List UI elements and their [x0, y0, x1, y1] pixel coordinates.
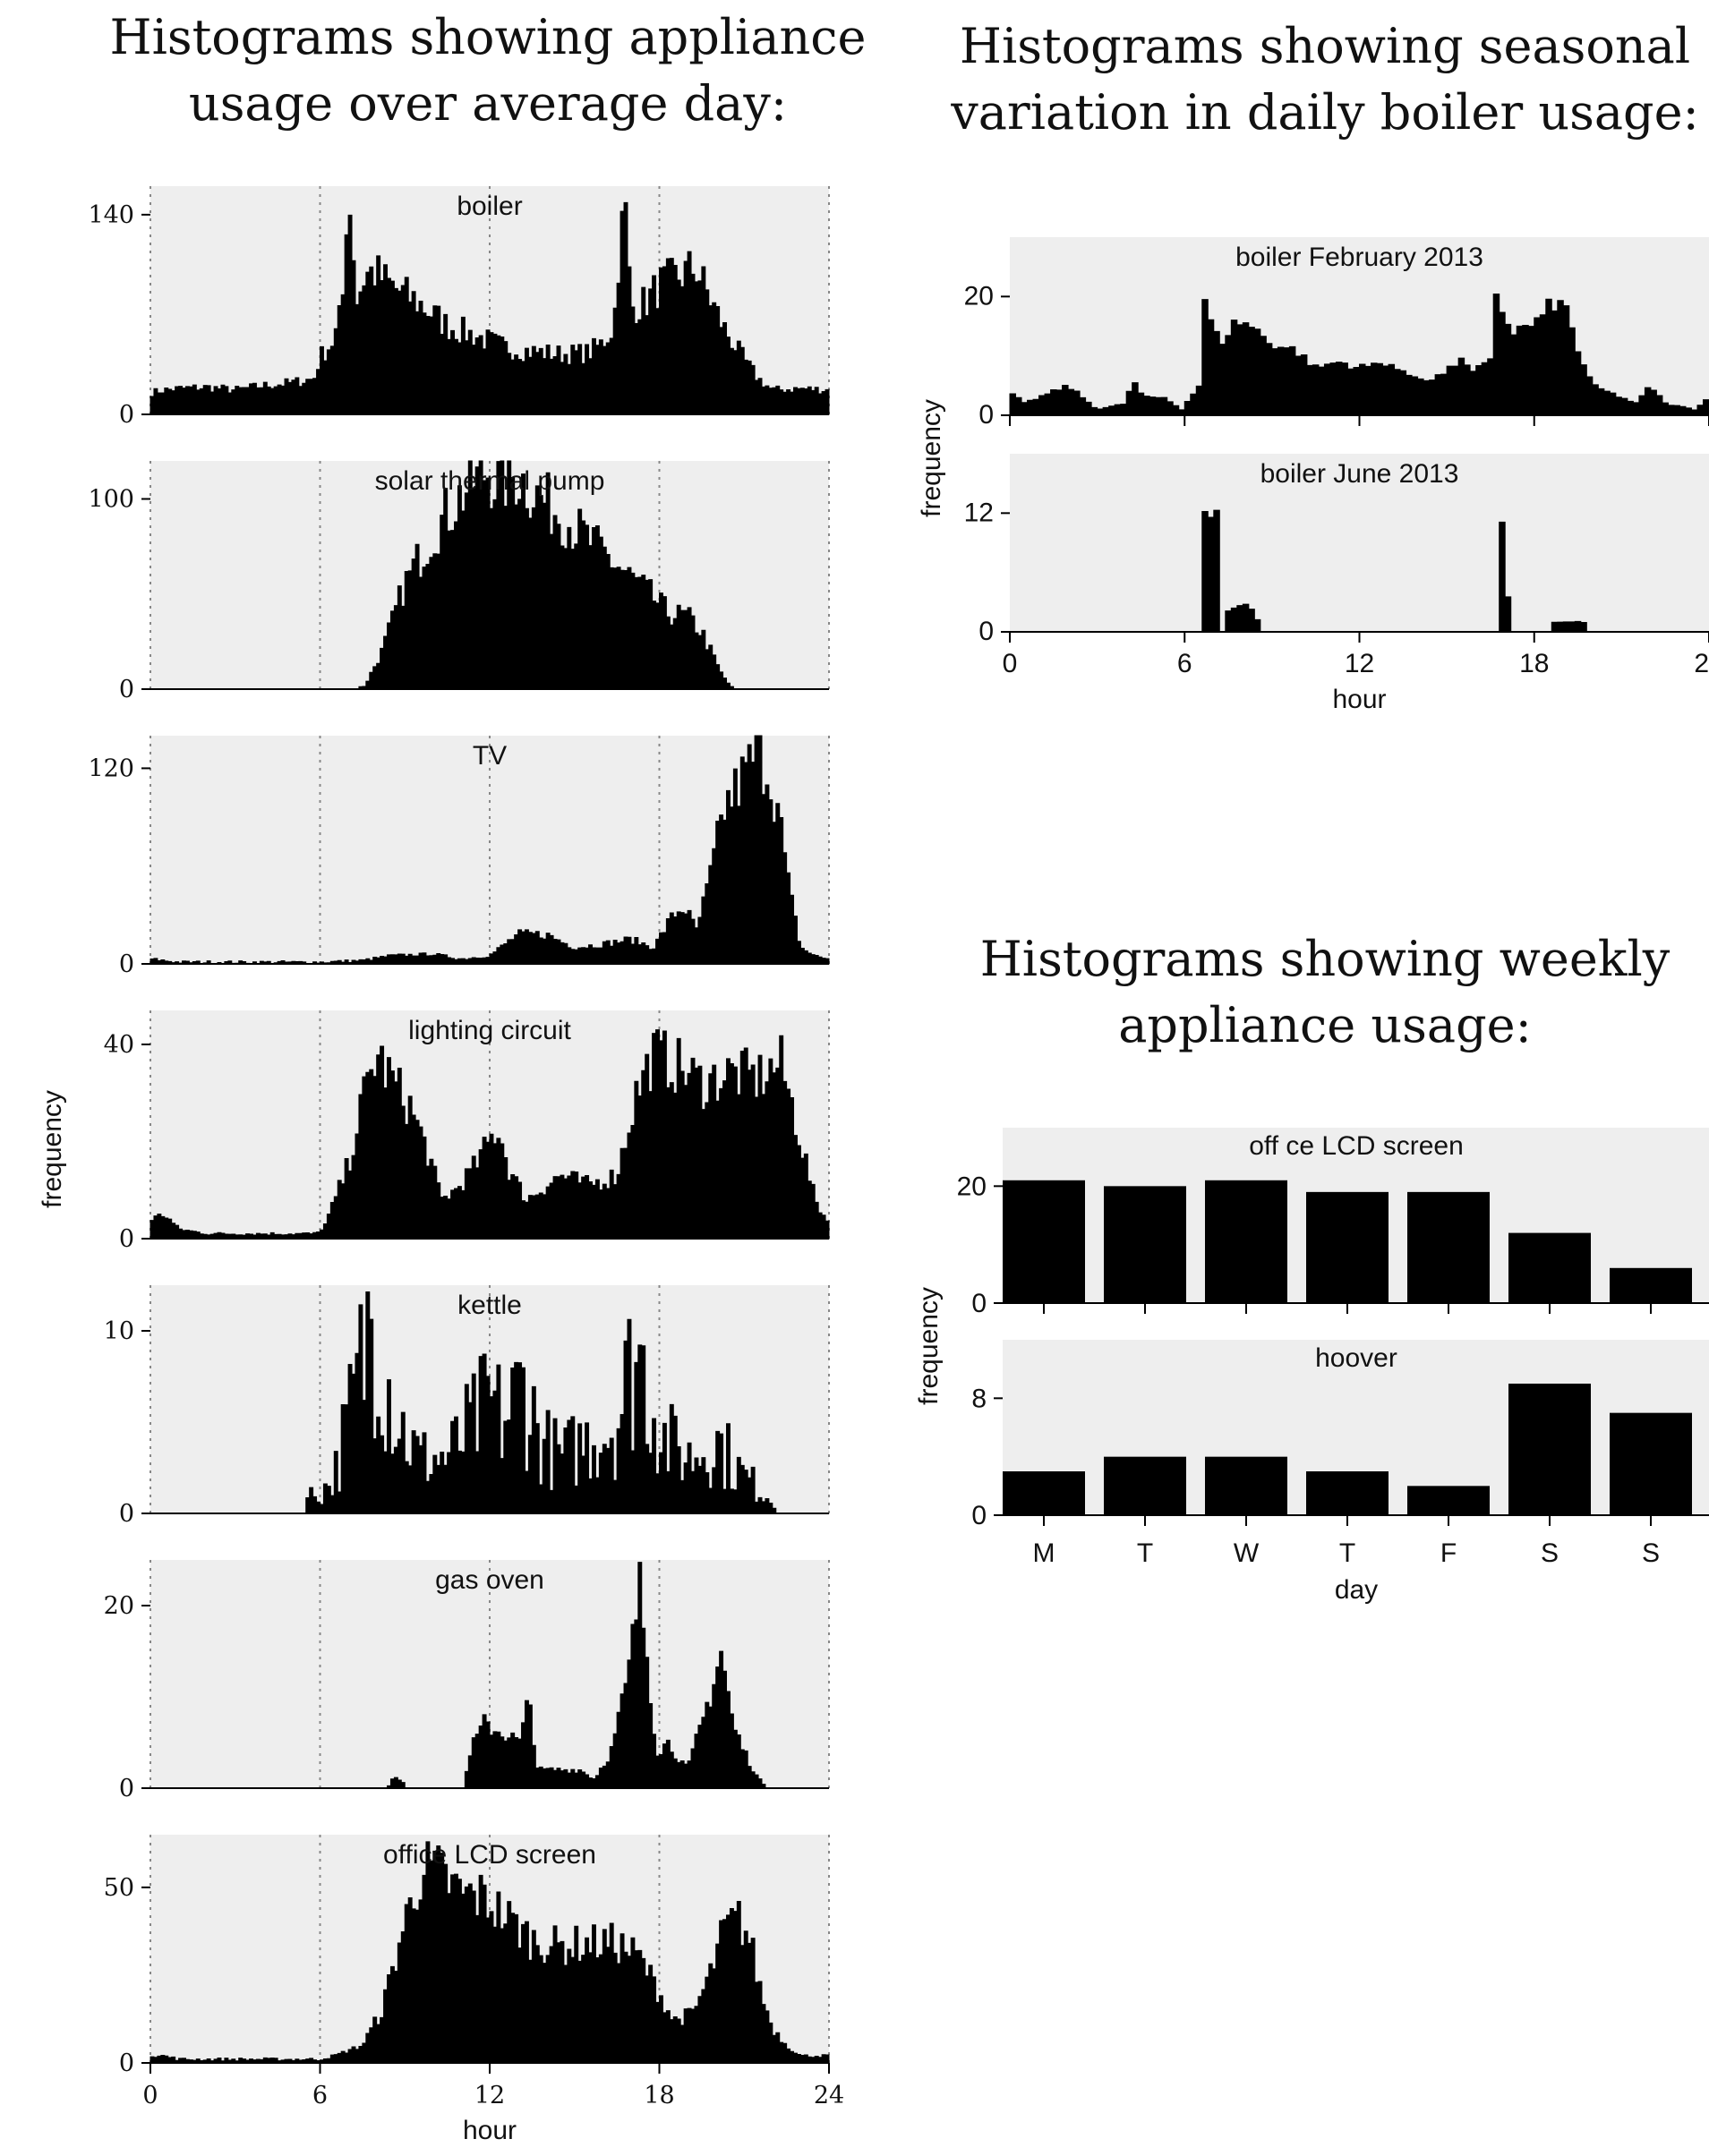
bar-off-ce-lcd-screen-7 — [1610, 1267, 1692, 1303]
ytick-label: 40 — [104, 1031, 134, 1059]
panel-title: off ce LCD screen — [1249, 1131, 1464, 1161]
ytick-label: 0 — [971, 1289, 987, 1318]
bar-off-ce-lcd-screen-2 — [1104, 1186, 1186, 1303]
bar-hoover-6 — [1508, 1384, 1591, 1515]
panel-title: lighting circuit — [408, 1016, 571, 1045]
ytick-label: 140 — [88, 201, 134, 229]
xtick-label: S — [1642, 1538, 1660, 1568]
panel-title: kettle — [457, 1291, 522, 1320]
ytick-label: 0 — [119, 1500, 134, 1528]
panel-title: boiler — [457, 192, 522, 221]
panel-solar-thermal-pump: solar thermal pump 0 100 — [88, 460, 830, 703]
xtick-label: 24 — [1694, 649, 1709, 678]
panel-kettle: kettle 0 10 — [104, 1285, 830, 1528]
bar-hoover-1 — [1003, 1471, 1085, 1515]
y-axis-label: frequency — [917, 399, 946, 517]
xtick-label: F — [1440, 1538, 1457, 1568]
panel-boiler: boiler 0 140 — [88, 186, 830, 429]
panel-background — [1010, 454, 1709, 632]
bar-off-ce-lcd-screen-4 — [1306, 1191, 1389, 1303]
ytick-label: 0 — [119, 2049, 134, 2077]
panel-hoover: hoover 0 8 — [971, 1340, 1709, 1530]
xtick-label: 12 — [1345, 649, 1374, 678]
panel-title: boiler February 2013 — [1235, 243, 1483, 272]
histogram-boiler-february-2013 — [1009, 294, 1709, 416]
xtick-label: S — [1541, 1538, 1559, 1568]
heading-seasonal: Histograms showing seasonal variation in… — [951, 18, 1699, 141]
panel-off-ce-lcd-screen: off ce LCD screen 0 20 — [957, 1128, 1709, 1318]
ytick-label: 100 — [88, 486, 134, 514]
bar-hoover-4 — [1306, 1471, 1389, 1515]
panel-title: office LCD screen — [383, 1840, 596, 1870]
heading-weekly: Histograms showing weekly appliance usag… — [979, 931, 1671, 1053]
bar-off-ce-lcd-screen-3 — [1205, 1180, 1287, 1303]
panel-tv: TV 0 120 — [88, 735, 830, 978]
seasonal-boiler-histograms: boiler February 2013 0 20 boiler June 2013 0… — [917, 237, 1709, 714]
ytick-label: 0 — [119, 676, 134, 703]
ytick-label: 120 — [88, 754, 134, 782]
xtick-label: 0 — [1003, 649, 1018, 678]
ytick-label: 20 — [957, 1172, 987, 1201]
bar-off-ce-lcd-screen-5 — [1407, 1191, 1490, 1303]
xtick-label: T — [1339, 1538, 1355, 1568]
heading-daily: Histograms showing appliance usage over … — [109, 9, 867, 132]
ytick-label: 0 — [971, 1501, 987, 1530]
ytick-label: 20 — [104, 1592, 134, 1620]
panel-title: boiler June 2013 — [1260, 459, 1459, 489]
ytick-label: 0 — [978, 617, 994, 646]
ytick-label: 50 — [104, 1874, 134, 1902]
xtick-label: W — [1234, 1538, 1260, 1568]
y-axis-label: frequency — [38, 1090, 67, 1208]
xtick-label: 18 — [644, 2082, 674, 2109]
ytick-label: 0 — [119, 950, 134, 978]
xtick-label: 6 — [312, 2082, 328, 2109]
bar-hoover-2 — [1104, 1456, 1186, 1515]
histogram-tv — [150, 735, 830, 965]
xtick-label: T — [1137, 1538, 1153, 1568]
y-axis-label: frequency — [914, 1287, 944, 1405]
panel-title: hoover — [1315, 1343, 1397, 1373]
ytick-label: 20 — [964, 281, 994, 311]
bar-hoover-7 — [1610, 1412, 1692, 1515]
xtick-label: 6 — [1177, 649, 1192, 678]
panel-lighting-circuit: lighting circuit 0 40 — [104, 1010, 830, 1253]
panel-office-lcd-screen: office LCD screen 0 50 — [104, 1835, 830, 2077]
ytick-label: 12 — [964, 498, 994, 527]
xtick-label: 12 — [474, 2082, 505, 2109]
xtick-label: 24 — [814, 2082, 844, 2109]
xtick-label: 18 — [1519, 649, 1549, 678]
x-axis-label: hour — [1332, 685, 1386, 714]
histogram-kettle — [150, 1291, 829, 1514]
ytick-label: 10 — [104, 1317, 134, 1345]
panel-title: solar thermal pump — [375, 466, 605, 496]
ytick-label: 8 — [971, 1384, 987, 1413]
ytick-label: 0 — [978, 400, 994, 430]
ytick-label: 0 — [119, 401, 134, 429]
x-axis-label: day — [1335, 1575, 1378, 1605]
xtick-label: M — [1033, 1538, 1055, 1568]
panel-boiler-june-2013: boiler June 2013 0 12 — [964, 454, 1709, 646]
bar-off-ce-lcd-screen-1 — [1003, 1180, 1085, 1303]
ytick-label: 0 — [119, 1775, 134, 1802]
histogram-lighting-circuit — [150, 1029, 830, 1240]
x-axis-label: hour — [463, 2116, 517, 2145]
xtick-label: 0 — [142, 2082, 158, 2109]
bar-hoover-5 — [1407, 1486, 1490, 1515]
panel-title: gas oven — [435, 1565, 544, 1595]
histogram-boiler — [150, 201, 830, 415]
ytick-label: 0 — [119, 1225, 134, 1253]
bar-hoover-3 — [1205, 1456, 1287, 1515]
panel-gas-oven: gas oven 0 20 — [104, 1560, 830, 1802]
bar-off-ce-lcd-screen-6 — [1508, 1232, 1591, 1303]
panel-title: TV — [473, 741, 507, 771]
panel-boiler-february-2013: boiler February 2013 0 20 — [964, 237, 1709, 430]
histogram-office-lcd-screen — [150, 1841, 830, 2064]
